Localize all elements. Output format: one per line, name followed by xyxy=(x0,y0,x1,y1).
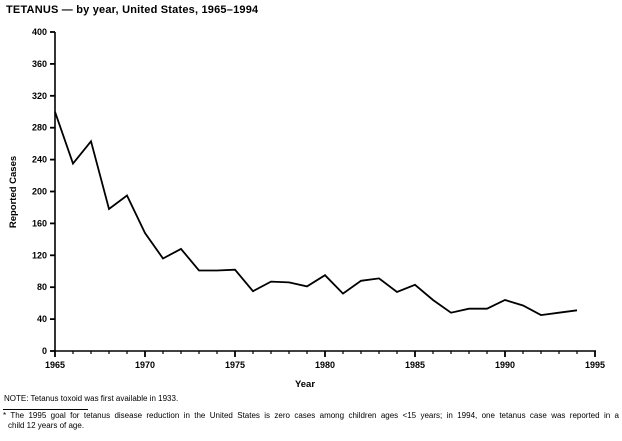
y-tick-label: 360 xyxy=(32,59,47,69)
footnote: * The 1995 goal for tetanus disease redu… xyxy=(3,411,619,430)
x-tick-label: 1995 xyxy=(585,360,605,370)
y-tick-label: 200 xyxy=(32,187,47,197)
y-tick-label: 280 xyxy=(32,123,47,133)
x-tick-label: 1975 xyxy=(225,360,245,370)
y-tick-label: 400 xyxy=(32,27,47,37)
y-axis-title: Reported Cases xyxy=(8,156,19,228)
y-tick-label: 120 xyxy=(32,250,47,260)
footnote-divider xyxy=(3,409,88,410)
x-axis-title: Year xyxy=(295,379,315,390)
chart-note: NOTE: Tetanus toxoid was first available… xyxy=(4,394,179,403)
y-tick-label: 0 xyxy=(42,346,47,356)
y-tick-label: 160 xyxy=(32,218,47,228)
x-tick-label: 1970 xyxy=(135,360,155,370)
y-tick-label: 240 xyxy=(32,155,47,165)
chart-title: TETANUS — by year, United States, 1965–1… xyxy=(6,4,259,16)
footnote-line-1: * The 1995 goal for tetanus disease redu… xyxy=(3,411,619,420)
y-tick-label: 320 xyxy=(32,91,47,101)
y-tick-label: 40 xyxy=(37,314,47,324)
tetanus-line-chart: 0 40 80 120 160 200 240 280 320 360 400 1965 1970 197… xyxy=(8,27,605,390)
data-line xyxy=(54,111,578,317)
x-tick-label: 1965 xyxy=(45,360,65,370)
x-tick-label: 1980 xyxy=(315,360,335,370)
y-tick-label: 80 xyxy=(37,282,47,292)
footnote-line-2: child 12 years of age. xyxy=(8,420,85,430)
x-tick-label: 1990 xyxy=(495,360,515,370)
x-tick-label: 1985 xyxy=(405,360,425,370)
